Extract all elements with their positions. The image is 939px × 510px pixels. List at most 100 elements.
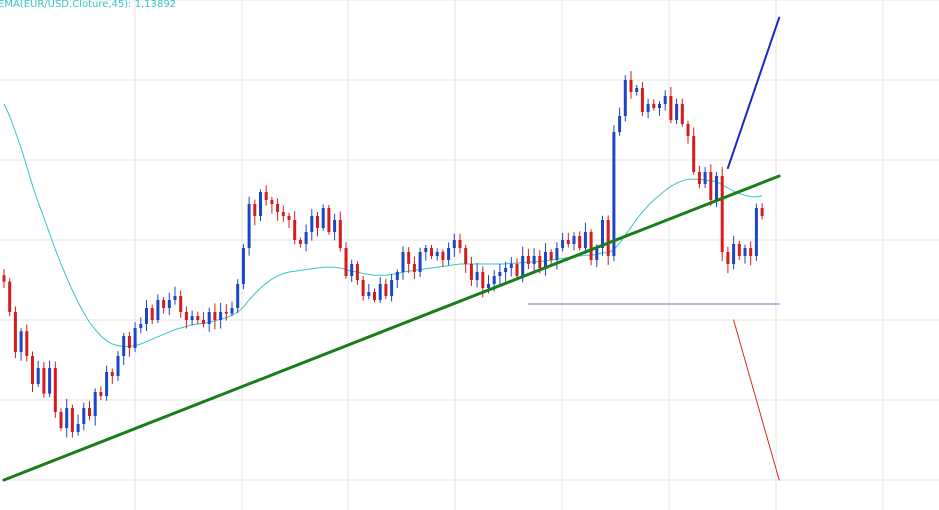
candle-down xyxy=(150,308,154,320)
candle-up xyxy=(133,328,137,348)
candle-up xyxy=(207,312,211,324)
candle-down xyxy=(697,172,701,184)
candle-down xyxy=(373,292,376,300)
candle-up xyxy=(259,192,262,216)
candle-down xyxy=(127,336,131,348)
candle-down xyxy=(110,372,114,376)
trendline-line[interactable] xyxy=(2,174,781,482)
candle-down xyxy=(2,275,6,282)
candle-up xyxy=(635,88,639,92)
candle-up xyxy=(623,80,627,116)
annotations-group xyxy=(2,16,781,482)
candle-down xyxy=(680,104,684,124)
candle-up xyxy=(424,248,428,252)
candle-down xyxy=(99,392,103,396)
candle-up xyxy=(498,272,502,276)
candle-up xyxy=(241,248,245,284)
candle-down xyxy=(726,252,730,264)
candle-up xyxy=(447,248,451,260)
candle-down xyxy=(179,296,183,312)
candle-up xyxy=(76,424,80,432)
candle-down xyxy=(760,208,764,216)
candle-down xyxy=(224,312,228,314)
candle-down xyxy=(407,252,411,264)
candle-up xyxy=(658,104,661,108)
candle-down xyxy=(59,412,63,428)
candle-down xyxy=(749,248,753,256)
candle-down xyxy=(293,220,297,240)
candle-up xyxy=(36,368,40,384)
candle-up xyxy=(618,116,622,132)
candle-down xyxy=(606,220,610,256)
candle-up xyxy=(418,252,422,272)
candle-up xyxy=(475,272,479,280)
candle-down xyxy=(384,284,388,296)
candle-up xyxy=(452,240,456,248)
candle-up xyxy=(173,296,177,300)
candle-up xyxy=(367,292,371,296)
candle-down xyxy=(8,281,12,312)
candle-up xyxy=(310,216,314,232)
candle-down xyxy=(327,208,331,232)
candle-down xyxy=(355,264,359,280)
candle-down xyxy=(566,240,570,244)
candle-down xyxy=(578,236,582,248)
candle-down xyxy=(298,240,302,244)
candle-down xyxy=(589,232,593,260)
candle-up xyxy=(715,176,718,200)
candle-up xyxy=(703,172,707,184)
candle-up xyxy=(555,248,559,260)
candle-up xyxy=(116,356,120,376)
candle-up xyxy=(82,408,86,424)
projection-line[interactable] xyxy=(733,319,780,481)
candle-down xyxy=(31,356,34,384)
candle-up xyxy=(401,252,405,272)
candle-up xyxy=(435,252,439,256)
candle-down xyxy=(709,172,713,200)
candle-down xyxy=(344,248,348,276)
ema-line-group xyxy=(3,103,763,347)
candle-down xyxy=(720,176,724,252)
candle-up xyxy=(390,280,394,296)
candle-down xyxy=(686,124,690,136)
candle-down xyxy=(213,312,217,320)
candle-down xyxy=(526,256,530,264)
candle-up xyxy=(236,284,240,308)
candle-up xyxy=(395,272,399,280)
candle-up xyxy=(754,208,758,256)
candle-up xyxy=(321,208,325,228)
candle-down xyxy=(538,256,542,268)
candle-down xyxy=(669,96,673,120)
candle-up xyxy=(612,132,616,256)
candle-up xyxy=(509,264,513,268)
candle-up xyxy=(122,336,126,356)
candle-up xyxy=(156,300,160,320)
candle-up xyxy=(583,232,587,248)
candle-up xyxy=(378,284,382,300)
candle-down xyxy=(652,104,656,108)
candle-down xyxy=(287,216,291,220)
candle-down xyxy=(464,248,468,264)
candle-down xyxy=(25,331,29,356)
candle-up xyxy=(230,308,234,314)
candle-up xyxy=(595,248,599,260)
candle-down xyxy=(42,368,46,394)
candle-down xyxy=(184,312,188,320)
candle-down xyxy=(53,368,57,412)
candle-up xyxy=(93,392,97,416)
candle-down xyxy=(70,408,74,432)
candle-up xyxy=(561,240,565,248)
candle-up xyxy=(521,256,525,276)
candle-up xyxy=(487,284,490,288)
candle-up xyxy=(532,256,536,264)
candle-down xyxy=(316,216,319,228)
candle-down xyxy=(469,264,473,280)
projection-line[interactable] xyxy=(726,16,781,169)
candle-up xyxy=(167,300,171,308)
ema-legend-label: EMA(EUR/USD.Cloture,45): 1,13892 xyxy=(0,0,176,10)
candle-down xyxy=(629,80,633,92)
candle-down xyxy=(88,408,91,416)
candle-up xyxy=(572,236,576,244)
